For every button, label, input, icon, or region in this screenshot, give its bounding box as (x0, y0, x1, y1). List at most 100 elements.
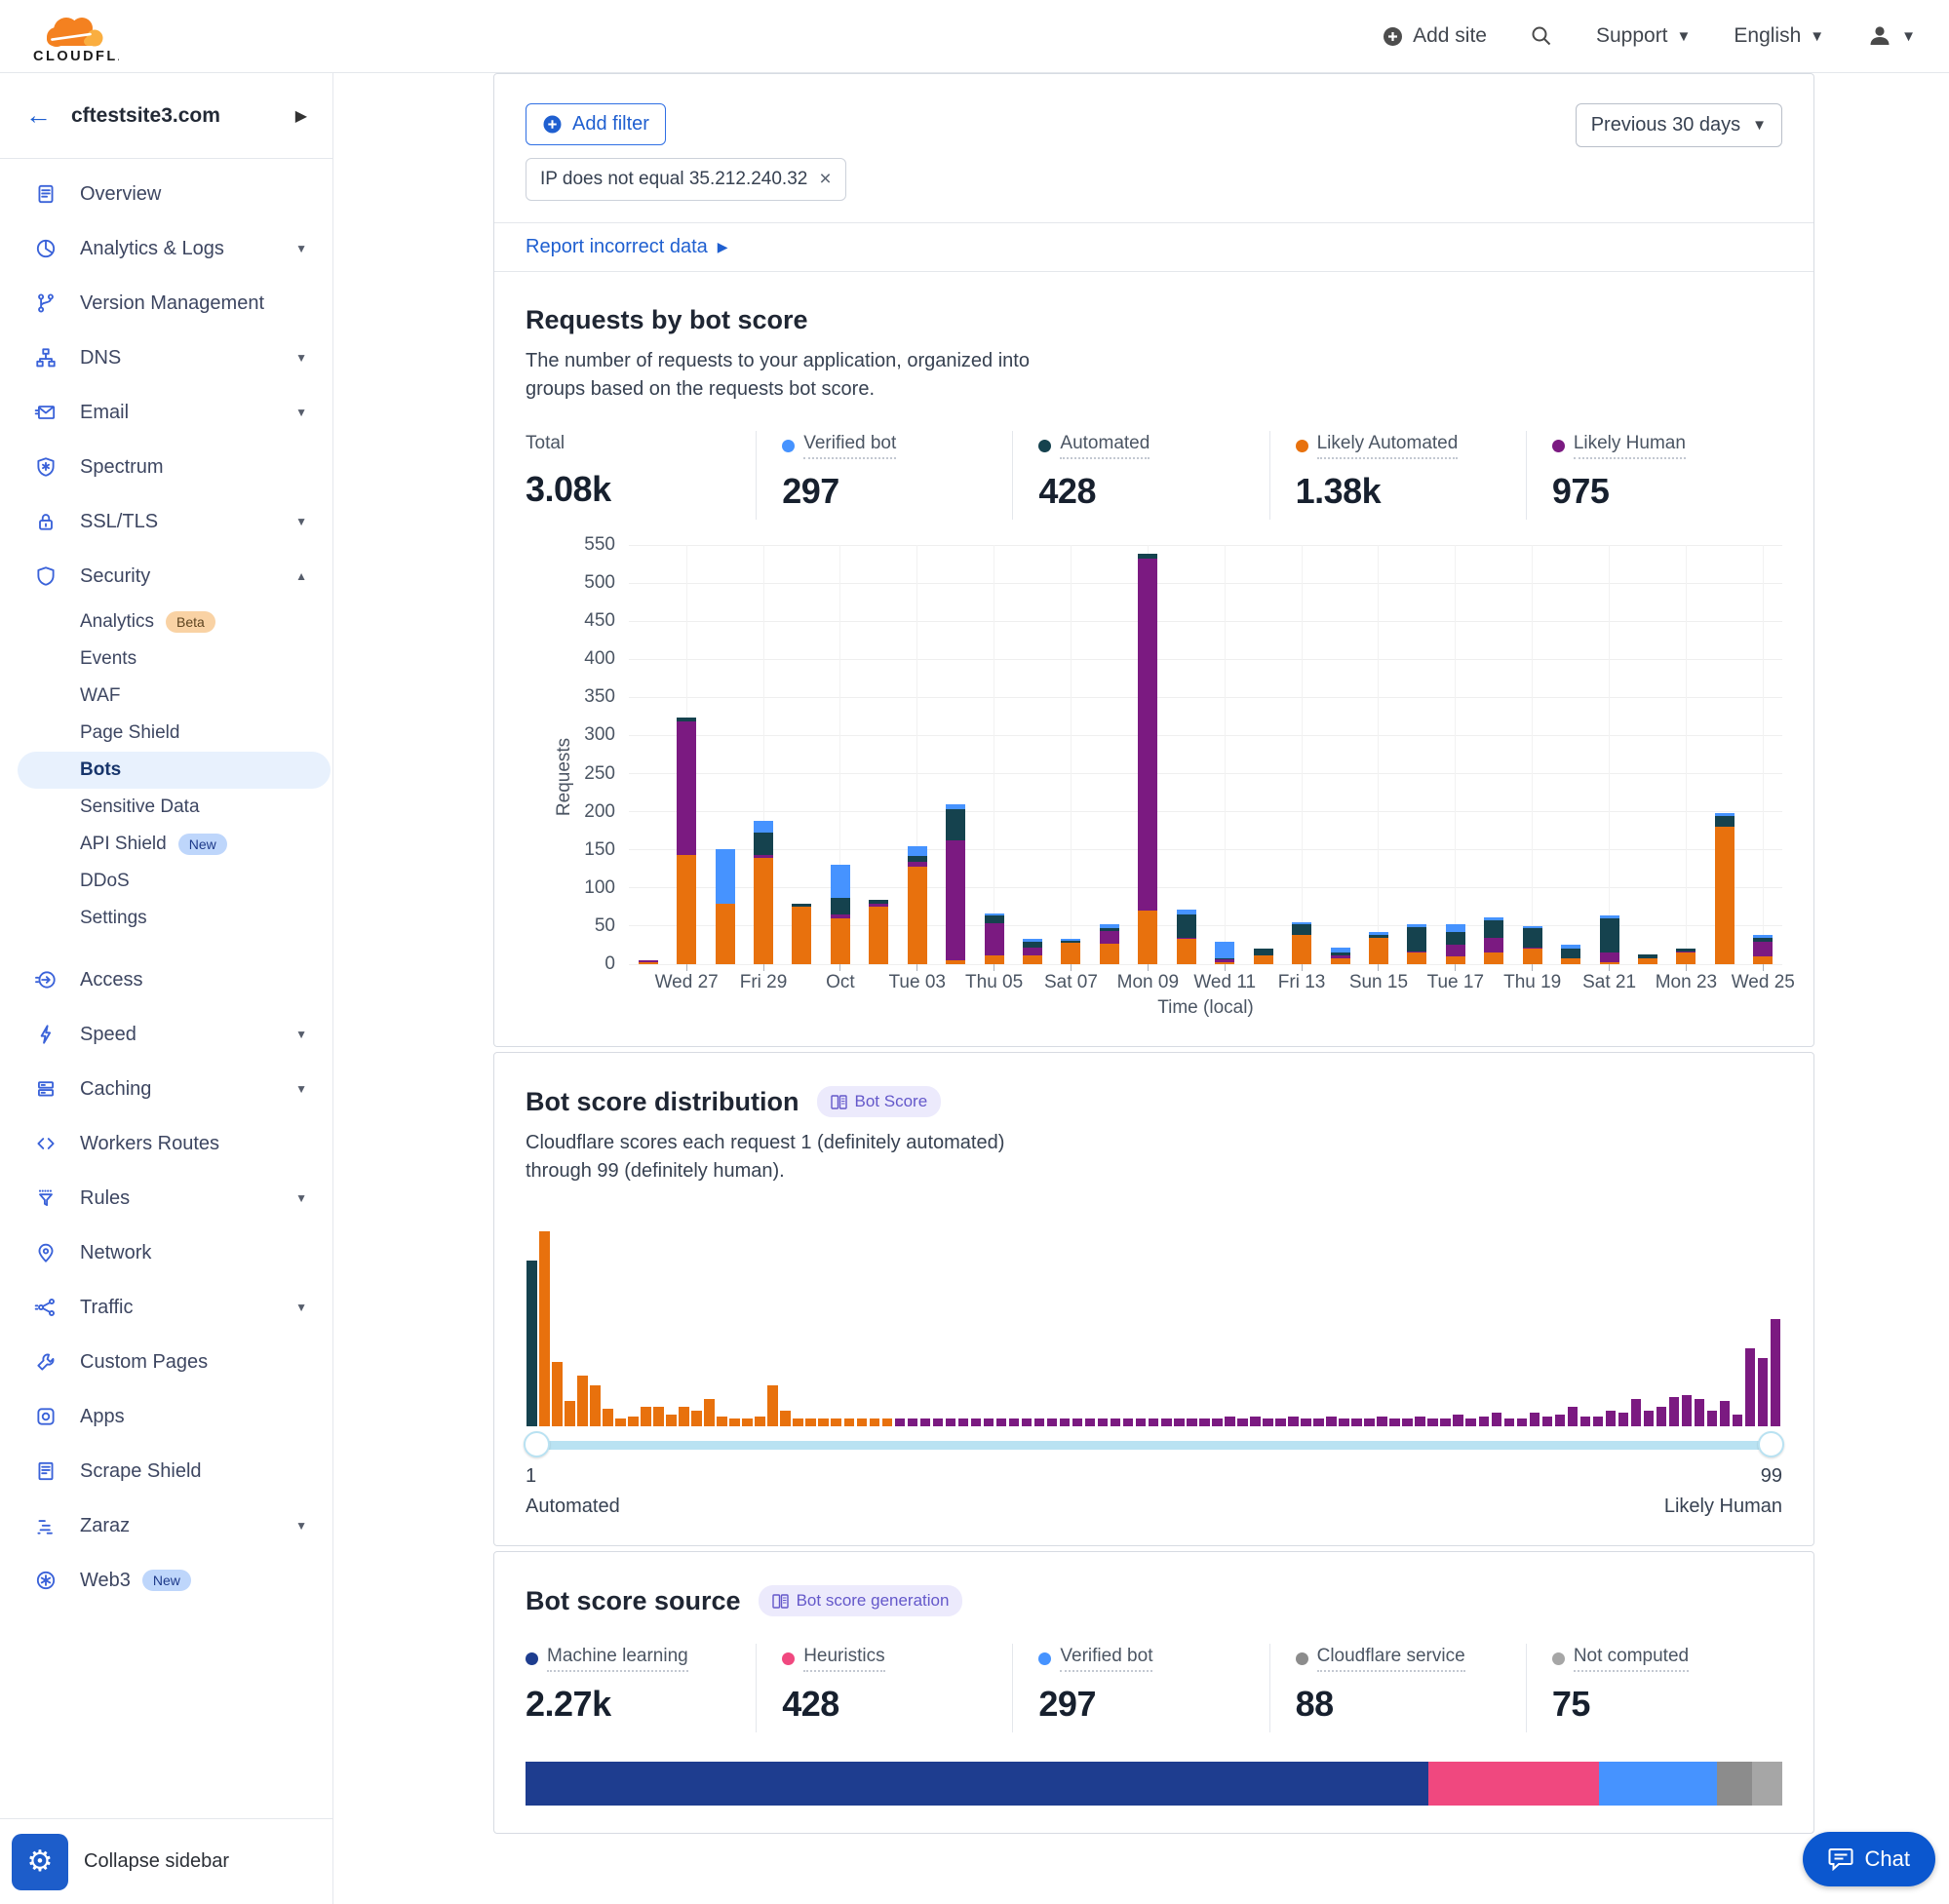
score-bin-bar[interactable] (1288, 1417, 1299, 1426)
score-bin-bar[interactable] (1097, 1418, 1109, 1426)
score-bin-bar[interactable] (995, 1418, 1007, 1426)
score-bin-bar[interactable] (1021, 1418, 1033, 1426)
score-bin-bar[interactable] (1567, 1407, 1579, 1426)
score-bin-bar[interactable] (717, 1417, 727, 1426)
back-arrow-icon[interactable]: ← (25, 100, 52, 130)
score-bin-bar[interactable] (780, 1411, 791, 1426)
score-bin-bar[interactable] (805, 1418, 816, 1426)
score-bin-bar[interactable] (1161, 1418, 1172, 1426)
score-bin-bar[interactable] (1059, 1418, 1071, 1426)
score-bin-bar[interactable] (1681, 1395, 1693, 1426)
requests-bar[interactable] (638, 960, 658, 964)
requests-bar[interactable] (715, 848, 735, 964)
stat-label[interactable]: Verified bot (782, 433, 897, 459)
stat-label[interactable]: Not computed (1551, 1646, 1690, 1672)
sidebar-item-sensitive-data[interactable]: Sensitive Data (0, 789, 332, 826)
score-bin-bar[interactable] (1529, 1413, 1540, 1426)
score-bin-bar[interactable] (1402, 1418, 1413, 1426)
score-bin-bar[interactable] (767, 1385, 778, 1426)
score-bin-bar[interactable] (1046, 1418, 1058, 1426)
sidebar-item-caching[interactable]: Caching ▼ (0, 1062, 332, 1116)
score-bin-bar[interactable] (679, 1407, 689, 1426)
sidebar-item-security[interactable]: Security ▲ (0, 549, 332, 603)
stat-label[interactable]: Verified bot (1038, 1646, 1153, 1672)
score-bin-bar[interactable] (691, 1411, 702, 1426)
heuristics-segment[interactable] (1427, 1762, 1600, 1806)
sidebar-item-apps[interactable]: Apps (0, 1389, 332, 1444)
score-bin-bar[interactable] (1694, 1399, 1705, 1426)
score-bin-bar[interactable] (755, 1417, 765, 1426)
score-bin-bar[interactable] (945, 1418, 956, 1426)
requests-bar[interactable] (1138, 554, 1158, 964)
score-bin-bar[interactable] (1174, 1418, 1185, 1426)
stat-label[interactable]: Cloudflare service (1295, 1646, 1465, 1672)
score-bin-bar[interactable] (869, 1418, 880, 1426)
sidebar-item-zaraz[interactable]: Zaraz ▼ (0, 1498, 332, 1553)
sidebar-item-rules[interactable]: Rules ▼ (0, 1171, 332, 1225)
score-bin-bar[interactable] (1135, 1418, 1147, 1426)
score-bin-bar[interactable] (1084, 1418, 1096, 1426)
requests-bar[interactable] (1676, 949, 1696, 964)
sidebar-item-bots[interactable]: Bots (18, 752, 331, 789)
requests-bar[interactable] (677, 718, 697, 964)
score-bin-bar[interactable] (983, 1418, 994, 1426)
score-bin-bar[interactable] (1237, 1418, 1248, 1426)
requests-bar[interactable] (869, 900, 889, 964)
stat-label[interactable]: Likely Automated (1295, 433, 1459, 459)
sidebar-item-analytics[interactable]: Analytics Beta (0, 603, 332, 641)
requests-bar[interactable] (1445, 924, 1465, 964)
stat-label[interactable]: Heuristics (782, 1646, 885, 1672)
score-bin-bar[interactable] (526, 1261, 537, 1426)
score-bin-bar[interactable] (1364, 1418, 1375, 1426)
score-bin-bar[interactable] (1072, 1418, 1083, 1426)
sidebar-item-waf[interactable]: WAF (0, 678, 332, 715)
score-bin-bar[interactable] (1770, 1319, 1781, 1426)
score-bin-bar[interactable] (1605, 1411, 1617, 1426)
score-bin-bar[interactable] (793, 1418, 803, 1426)
sidebar-item-version-management[interactable]: Version Management (0, 276, 332, 330)
requests-bar[interactable] (946, 803, 966, 964)
chat-button[interactable]: Chat (1802, 1832, 1935, 1886)
sidebar-item-email[interactable]: Email ▼ (0, 385, 332, 440)
score-bin-bar[interactable] (1744, 1348, 1756, 1426)
score-bin-bar[interactable] (577, 1376, 588, 1426)
requests-bar[interactable] (1637, 953, 1657, 964)
score-bin-bar[interactable] (1389, 1418, 1400, 1426)
score-bin-bar[interactable] (831, 1418, 841, 1426)
sidebar-item-speed[interactable]: Speed ▼ (0, 1007, 332, 1062)
requests-bar[interactable] (1292, 922, 1312, 964)
score-bin-bar[interactable] (1033, 1418, 1045, 1426)
score-bin-bar[interactable] (1579, 1417, 1591, 1426)
score-bin-bar[interactable] (1110, 1418, 1121, 1426)
score-bin-bar[interactable] (1668, 1397, 1680, 1426)
requests-bar[interactable] (984, 913, 1004, 964)
score-bin-bar[interactable] (1592, 1417, 1604, 1426)
score-bin-bar[interactable] (666, 1415, 677, 1426)
requests-bar[interactable] (1599, 914, 1619, 964)
sidebar-item-ddos[interactable]: DDoS (0, 863, 332, 900)
sidebar-item-custom-pages[interactable]: Custom Pages (0, 1335, 332, 1389)
collapse-sidebar-label[interactable]: Collapse sidebar (84, 1850, 229, 1872)
add-filter-button[interactable]: Add filter (526, 103, 666, 145)
sidebar-item-dns[interactable]: DNS ▼ (0, 330, 332, 385)
requests-bar[interactable] (830, 864, 850, 964)
score-bin-bar[interactable] (1148, 1418, 1159, 1426)
score-bin-bar[interactable] (653, 1407, 664, 1426)
score-bin-bar[interactable] (1503, 1418, 1515, 1426)
sidebar-item-overview[interactable]: Overview (0, 167, 332, 221)
stat-label[interactable]: Likely Human (1551, 433, 1686, 459)
requests-bar[interactable] (1253, 949, 1273, 964)
sidebar-item-page-shield[interactable]: Page Shield (0, 715, 332, 752)
sidebar-item-spectrum[interactable]: Spectrum (0, 440, 332, 494)
score-bin-bar[interactable] (1554, 1415, 1566, 1426)
slider-track[interactable] (526, 1441, 1782, 1450)
requests-bar[interactable] (1215, 941, 1235, 964)
score-bin-bar[interactable] (957, 1418, 969, 1426)
date-range-select[interactable]: Previous 30 days ▼ (1575, 103, 1782, 147)
score-bin-bar[interactable] (1377, 1417, 1387, 1426)
requests-bar[interactable] (1061, 939, 1081, 964)
score-bin-bar[interactable] (603, 1409, 613, 1426)
sidebar-item-web3[interactable]: Web3 New (0, 1553, 332, 1608)
score-bin-bar[interactable] (1630, 1399, 1642, 1426)
score-bin-bar[interactable] (1275, 1418, 1286, 1426)
